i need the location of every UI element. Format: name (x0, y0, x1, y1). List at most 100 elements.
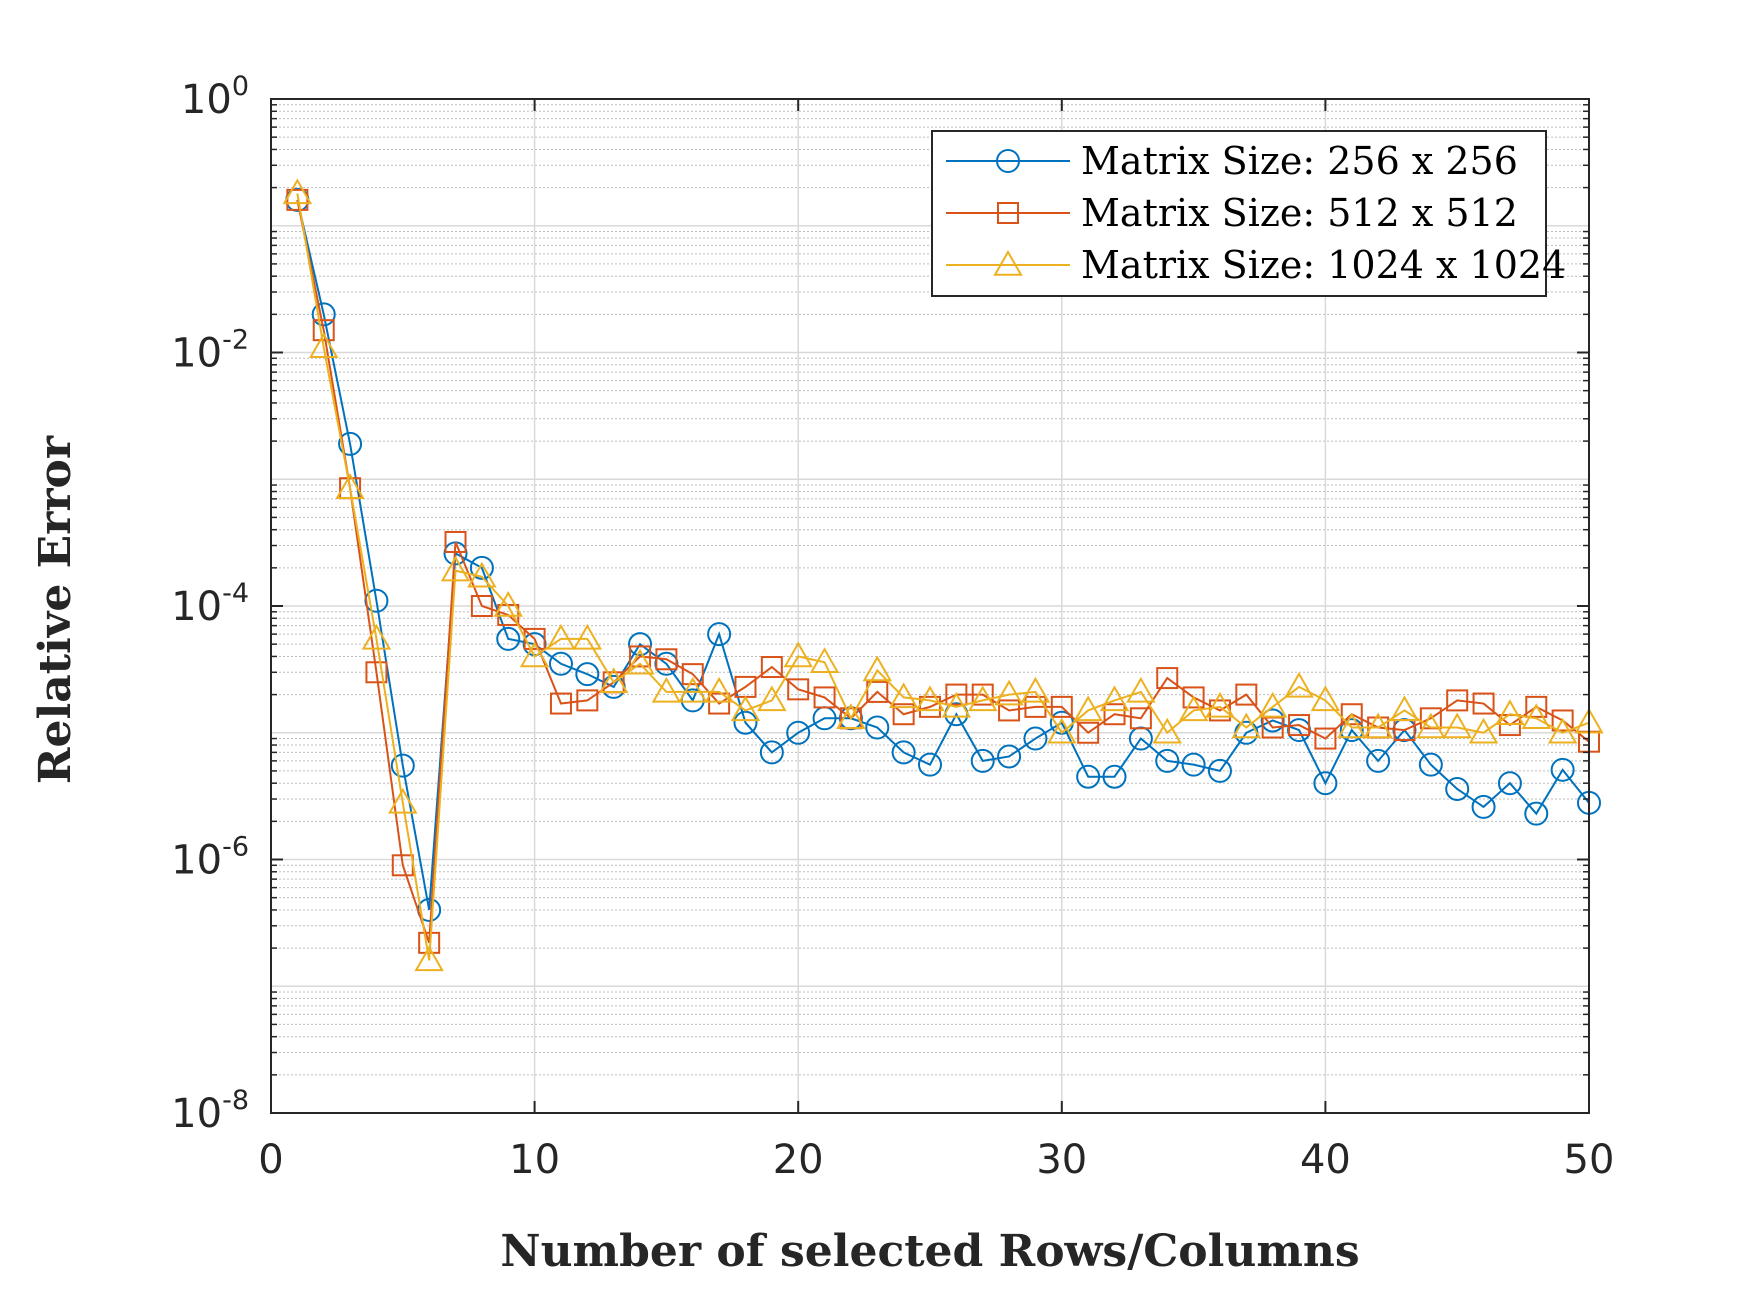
data-point (680, 688, 705, 713)
series-layer (282, 178, 1604, 972)
data-point (444, 530, 467, 553)
data-point (865, 715, 890, 740)
data-point (704, 676, 734, 703)
data-point (994, 679, 1024, 706)
data-point (1257, 691, 1288, 718)
data-point (836, 703, 866, 730)
data-point (1178, 695, 1209, 722)
data-point (1446, 689, 1469, 712)
data-point (1468, 717, 1499, 744)
data-point (361, 623, 392, 650)
data-point (1497, 771, 1522, 796)
data-point (1313, 771, 1338, 796)
data-point (708, 692, 731, 715)
y-tick-base: 10 (171, 331, 222, 377)
data-point (493, 590, 523, 617)
data-point (655, 648, 678, 671)
data-point (1207, 758, 1232, 783)
legend-label: Matrix Size: 256 x 256 (1081, 139, 1518, 183)
data-point (575, 662, 600, 687)
data-point (1550, 757, 1575, 782)
data-point (1521, 703, 1552, 730)
data-point (1152, 717, 1182, 744)
data-point (1102, 764, 1127, 789)
data-point (1288, 714, 1311, 737)
data-point (945, 683, 968, 706)
data-point (759, 740, 784, 765)
data-point (1023, 726, 1048, 751)
legend-item: Matrix Size: 256 x 256 (946, 139, 1518, 183)
data-point (888, 682, 919, 709)
data-point (1314, 727, 1337, 750)
data-point (915, 685, 945, 712)
data-point (548, 651, 573, 676)
series-line (296, 199, 1590, 911)
x-tick-label: 20 (773, 1137, 824, 1183)
data-point (809, 647, 840, 673)
x-tick-label: 40 (1300, 1137, 1351, 1183)
data-point (1442, 712, 1472, 739)
legend-item: Matrix Size: 512 x 512 (946, 191, 1518, 235)
y-tick-label: 10-8 (171, 1085, 249, 1137)
data-point (651, 676, 682, 703)
data-point (1337, 712, 1367, 739)
data-point (467, 561, 497, 588)
data-point (629, 645, 652, 668)
x-tick-label: 10 (509, 1137, 560, 1183)
data-point (1156, 667, 1179, 690)
data-point (625, 648, 655, 675)
y-tick-label: 10-2 (171, 325, 249, 377)
data-point (998, 699, 1021, 722)
data-point (365, 661, 388, 684)
data-point (997, 744, 1022, 769)
data-point (1076, 764, 1101, 789)
series-line (296, 199, 1590, 944)
data-point (1155, 748, 1180, 773)
y-tick-exponent: 0 (232, 71, 249, 102)
data-point (1099, 685, 1130, 712)
legend-item: Matrix Size: 1024 x 1024 (946, 243, 1566, 287)
data-point (1073, 695, 1103, 722)
data-point (1126, 676, 1156, 703)
data-point (681, 663, 704, 686)
legend-marker (996, 149, 1020, 173)
data-point (1416, 712, 1446, 739)
data-point (862, 655, 893, 682)
data-point (496, 626, 521, 651)
data-point (1129, 707, 1152, 730)
data-point (1205, 691, 1235, 718)
data-point (918, 752, 942, 777)
x-tick-label: 30 (1036, 1137, 1087, 1183)
data-point (549, 692, 572, 715)
data-point (730, 695, 761, 722)
data-point (783, 641, 813, 668)
x-tick-label: 50 (1564, 1137, 1615, 1183)
data-point (414, 945, 444, 972)
data-point (1340, 703, 1363, 726)
x-tick-labels: 0 10 20 30 40 50 (258, 1137, 1614, 1183)
data-point (1050, 695, 1073, 718)
series-2 (286, 188, 1600, 954)
legend-label: Matrix Size: 512 x 512 (1081, 191, 1518, 235)
data-point (1077, 721, 1100, 744)
data-point (1471, 794, 1496, 819)
data-point (866, 680, 889, 703)
data-point (970, 748, 995, 773)
data-point (335, 473, 365, 499)
data-point (971, 683, 994, 706)
y-tick-exponent: -6 (222, 832, 249, 863)
data-point (1047, 717, 1077, 744)
data-point (1418, 752, 1443, 777)
data-point (546, 623, 576, 650)
data-point (1389, 695, 1420, 722)
data-point (1284, 671, 1314, 698)
tick-marks (270, 98, 1590, 1114)
y-tick-base: 10 (171, 584, 222, 630)
data-point (1181, 752, 1206, 777)
legend-marker (993, 249, 1023, 276)
data-point (967, 685, 998, 712)
legend: Matrix Size: 256 x 256 Matrix Size: 512 x… (931, 130, 1566, 297)
data-point (1235, 683, 1258, 706)
